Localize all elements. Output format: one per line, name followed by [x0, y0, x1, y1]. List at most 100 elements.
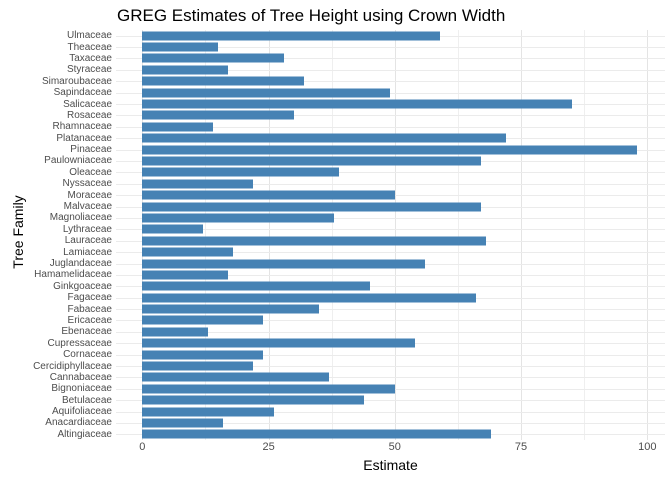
bar — [142, 133, 506, 143]
horizontal-gridline — [116, 183, 665, 185]
x-tick-label: 25 — [262, 441, 275, 453]
bar-row — [116, 429, 665, 440]
horizontal-gridline — [116, 331, 665, 333]
horizontal-gridline — [116, 58, 665, 60]
horizontal-gridline — [116, 422, 665, 424]
bar-row — [116, 121, 665, 132]
bar — [142, 76, 304, 86]
bar — [142, 224, 203, 234]
y-tick-label: Bignoniaceae — [51, 383, 112, 395]
bar-row — [116, 64, 665, 75]
y-tick-label: Theaceae — [67, 41, 112, 53]
horizontal-gridline — [116, 400, 665, 402]
bar-row — [116, 315, 665, 326]
y-tick-label: Anacardiaceae — [45, 417, 112, 429]
y-tick-label: Nyssaceae — [62, 178, 112, 190]
bar — [142, 145, 638, 155]
y-tick-label: Rosaceae — [66, 109, 112, 121]
y-tick-label: Ericaceae — [67, 314, 112, 326]
y-tick-label: Moraceae — [67, 189, 112, 201]
bar-row — [116, 201, 665, 212]
x-axis-title: Estimate — [363, 457, 418, 473]
bar-row — [116, 98, 665, 109]
vertical-gridline — [584, 30, 586, 440]
horizontal-gridline — [116, 115, 665, 117]
horizontal-gridline — [116, 309, 665, 311]
bar — [142, 179, 254, 189]
y-tick-label: Lamiaceae — [63, 246, 112, 258]
bar — [142, 156, 481, 166]
bar-row — [116, 417, 665, 428]
bar-row — [116, 76, 665, 87]
bar — [142, 167, 340, 177]
bar — [142, 110, 294, 120]
horizontal-gridline — [116, 354, 665, 356]
bar-row — [116, 246, 665, 257]
panel-grid — [116, 30, 665, 440]
bar — [142, 418, 224, 428]
x-tick-label: 0 — [139, 441, 146, 453]
horizontal-gridline — [116, 217, 665, 219]
y-tick-label: Rhamnaceae — [52, 121, 112, 133]
bar-row — [116, 189, 665, 200]
bar — [142, 31, 441, 41]
bar — [142, 407, 274, 417]
bar-row — [116, 224, 665, 235]
x-tick-labels: 0 25 50 75 100 — [0, 441, 672, 455]
y-tick-label: Ulmaceae — [66, 30, 112, 42]
plot-panel — [116, 30, 665, 440]
bar — [142, 338, 415, 348]
y-tick-label: Pinaceae — [70, 144, 112, 156]
vertical-gridline — [268, 30, 270, 440]
bar-row — [116, 258, 665, 269]
horizontal-gridline — [116, 47, 665, 49]
bar-row — [116, 338, 665, 349]
bar — [142, 247, 234, 257]
bar-row — [116, 87, 665, 98]
bar-row — [116, 235, 665, 246]
bar-row — [116, 41, 665, 52]
bar — [142, 53, 284, 63]
bar-row — [116, 212, 665, 223]
bar — [142, 429, 491, 439]
bar-row — [116, 372, 665, 383]
bar-row — [116, 133, 665, 144]
bar — [142, 327, 208, 337]
horizontal-gridline — [116, 286, 665, 288]
bar — [142, 213, 335, 223]
x-tick-label: 75 — [514, 441, 528, 453]
horizontal-gridline — [116, 320, 665, 322]
y-tick-label: Cannabaceae — [49, 371, 112, 383]
y-tick-label: Cercidiphyllaceae — [33, 360, 112, 372]
y-tick-label: Sapindaceae — [53, 87, 112, 99]
y-tick-label: Malvaceae — [63, 201, 112, 213]
bar — [142, 372, 330, 382]
bar — [142, 315, 264, 325]
y-tick-label: Hamamelidaceae — [34, 269, 112, 281]
y-tick-labels: Ulmaceae Theaceae Taxaceae Styraceae Simarou… — [0, 30, 112, 440]
y-tick-label: Ginkgoaceae — [53, 280, 112, 292]
y-tick-label: Fabaceae — [67, 303, 112, 315]
bar-row — [116, 155, 665, 166]
bar — [142, 190, 395, 200]
y-tick-label: Simaroubaceae — [41, 75, 112, 87]
bar-row — [116, 167, 665, 178]
bar — [142, 42, 219, 52]
bar — [142, 384, 395, 394]
vertical-gridline — [457, 30, 459, 440]
bar — [142, 293, 476, 303]
bar-row — [116, 53, 665, 64]
y-tick-label: Juglandaceae — [49, 258, 112, 269]
vertical-gridline — [394, 30, 396, 440]
bar — [142, 99, 572, 109]
bar-row — [116, 110, 665, 121]
horizontal-gridline — [116, 411, 665, 413]
y-tick-label: Cupressaceae — [47, 337, 112, 349]
horizontal-gridline — [116, 274, 665, 276]
y-tick-label: Magnoliaceae — [49, 212, 112, 224]
bar — [142, 122, 213, 132]
bar-row — [116, 326, 665, 337]
bar — [142, 236, 486, 246]
bar-row — [116, 383, 665, 394]
bar-row — [116, 303, 665, 314]
